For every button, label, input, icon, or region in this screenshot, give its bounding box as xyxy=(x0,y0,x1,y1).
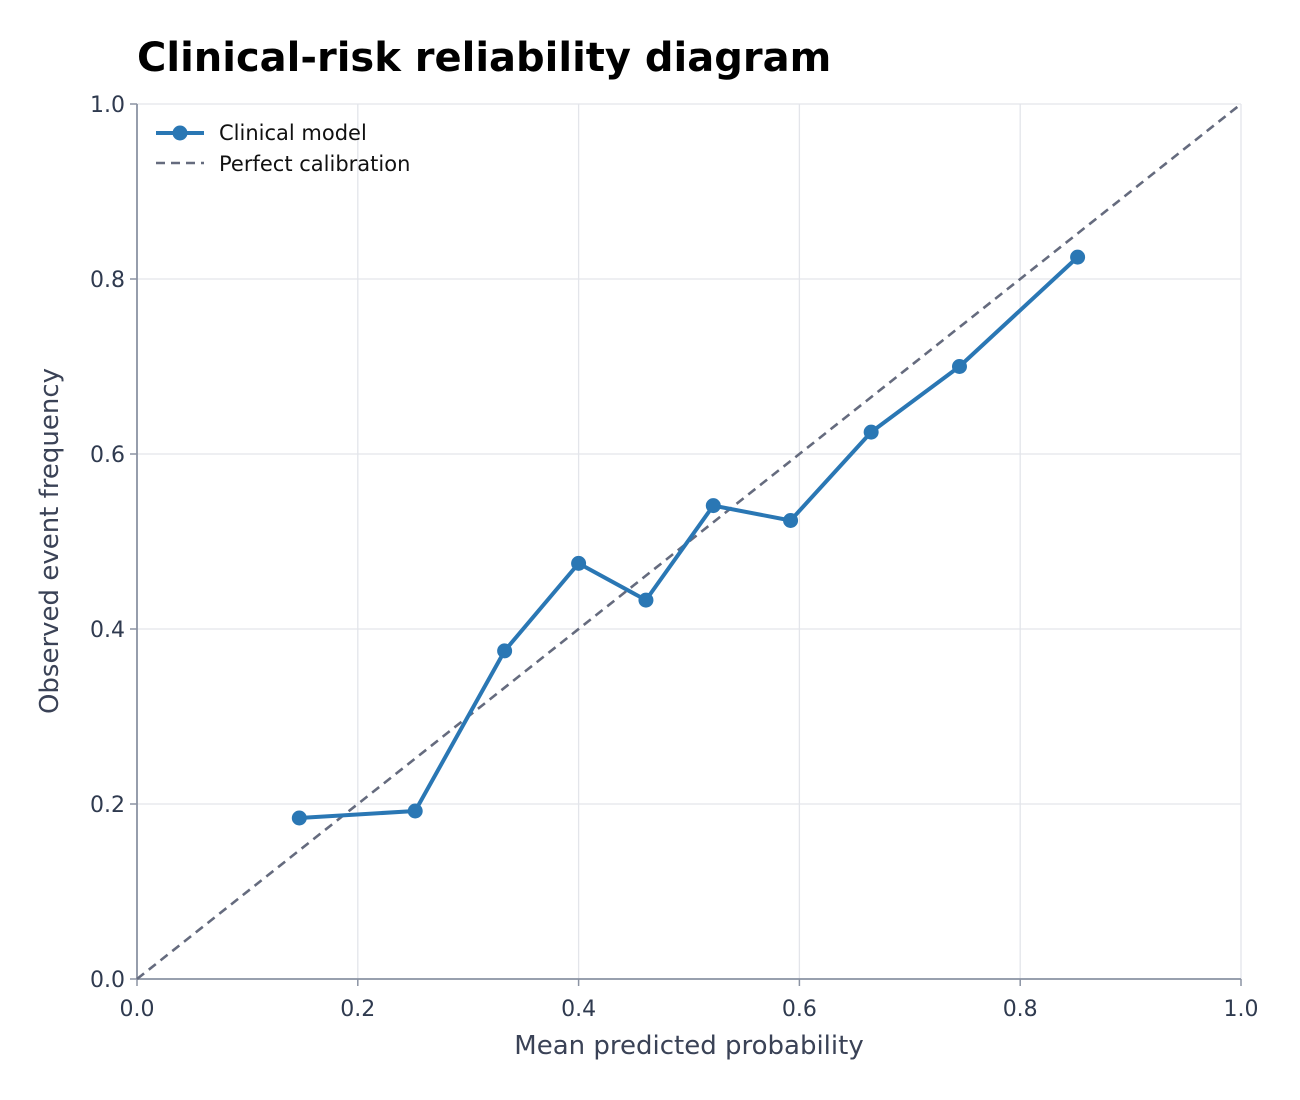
clinical-model-point xyxy=(783,513,799,528)
tick-labels: 0.0 0.2 0.4 0.6 0.8 1.0 0.0 0.2 0.4 0.6 0.8 1.0 xyxy=(90,93,1259,1022)
clinical-model-point xyxy=(863,424,879,440)
y-tick-label: 0.8 xyxy=(90,268,125,293)
legend: Clinical model Perfect calibration xyxy=(156,121,410,176)
clinical-model-point xyxy=(1070,249,1086,265)
clinical-model-point xyxy=(291,810,307,826)
axes xyxy=(130,103,1242,986)
legend-label-clinical-model: Clinical model xyxy=(219,121,367,145)
clinical-model-line xyxy=(297,255,1080,820)
x-tick-label: 0.6 xyxy=(782,997,817,1022)
clinical-model-point xyxy=(951,359,967,374)
y-tick-label: 0.4 xyxy=(90,618,125,643)
x-tick-label: 0.2 xyxy=(340,997,375,1022)
legend-marker-clinical-model xyxy=(172,125,188,141)
clinical-model-point xyxy=(497,643,513,659)
clinical-model-point xyxy=(407,803,423,819)
x-tick-label: 0.8 xyxy=(1003,997,1038,1022)
x-tick-label: 1.0 xyxy=(1224,997,1259,1022)
clinical-model-point xyxy=(705,498,721,514)
x-tick-label: 0.4 xyxy=(561,997,596,1022)
x-tick-label: 0.0 xyxy=(120,997,155,1022)
y-tick-label: 0.2 xyxy=(90,793,125,818)
perfect-calibration-line xyxy=(136,102,1242,981)
y-tick-label: 1.0 xyxy=(90,93,125,118)
y-tick-label: 0.6 xyxy=(90,443,125,468)
y-tick-label: 0.0 xyxy=(90,968,125,993)
x-axis-label: Mean predicted probability xyxy=(514,1031,863,1061)
series xyxy=(136,102,1242,981)
legend-label-perfect-calibration: Perfect calibration xyxy=(219,152,410,176)
y-axis-label: Observed event frequency xyxy=(35,368,65,714)
chart-title: Clinical-risk reliability diagram xyxy=(137,35,831,81)
clinical-model-point xyxy=(571,555,587,571)
clinical-model-point xyxy=(638,592,654,608)
